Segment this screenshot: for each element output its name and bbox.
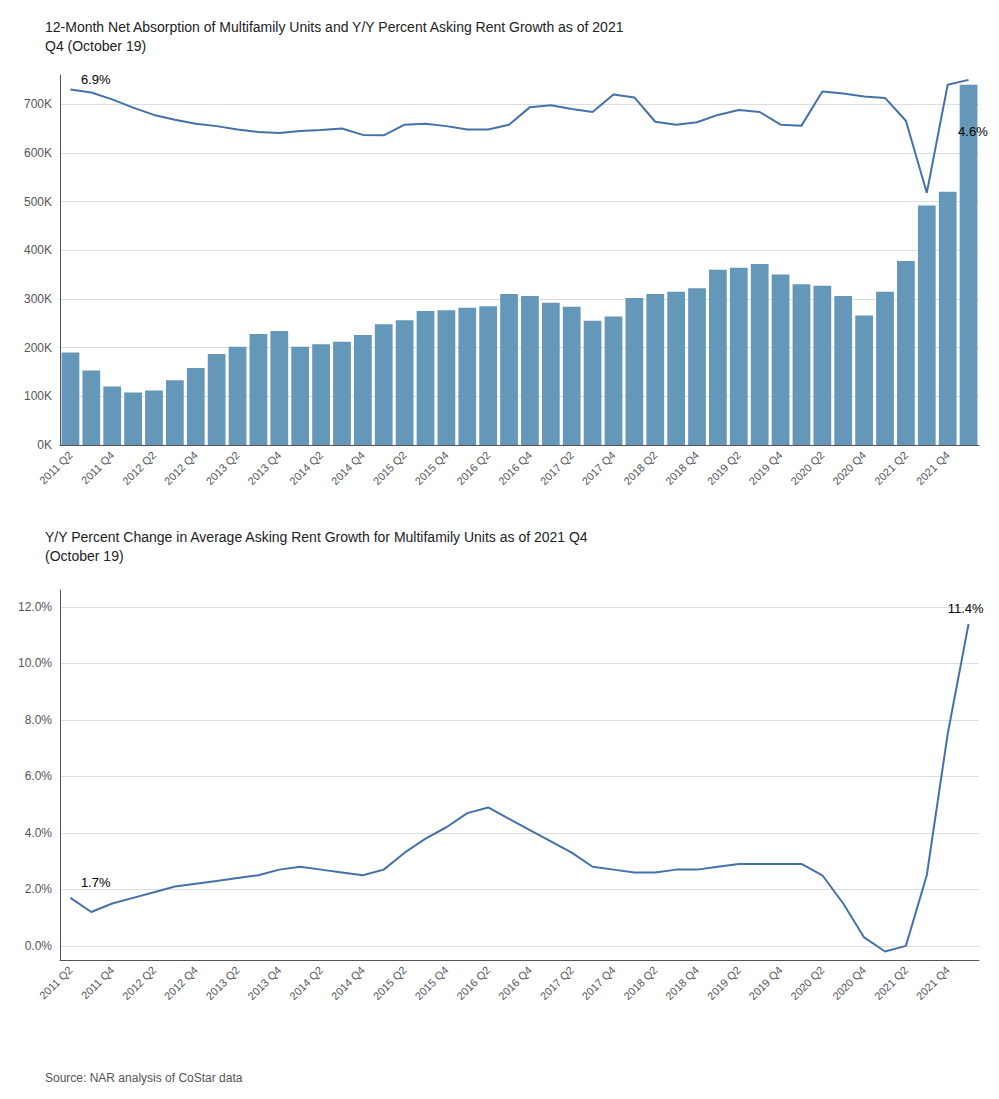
svg-text:2020 Q2: 2020 Q2 [788, 449, 826, 487]
svg-text:2015 Q2: 2015 Q2 [371, 449, 409, 487]
svg-text:2016 Q2: 2016 Q2 [454, 964, 492, 1002]
svg-text:2017 Q4: 2017 Q4 [579, 964, 617, 1002]
svg-text:2012 Q4: 2012 Q4 [162, 449, 200, 487]
svg-text:2015 Q2: 2015 Q2 [371, 964, 409, 1002]
svg-text:Source: NAR analysis of CoStar: Source: NAR analysis of CoStar data [45, 1071, 243, 1085]
svg-text:2018 Q4: 2018 Q4 [663, 964, 701, 1002]
svg-text:2011 Q4: 2011 Q4 [79, 449, 117, 487]
svg-text:2012 Q2: 2012 Q2 [120, 449, 158, 487]
svg-text:2018 Q2: 2018 Q2 [621, 964, 659, 1002]
svg-text:300K: 300K [24, 292, 52, 306]
svg-text:(October 19): (October 19) [45, 548, 124, 564]
svg-text:2012 Q2: 2012 Q2 [120, 964, 158, 1002]
svg-text:2021 Q2: 2021 Q2 [872, 964, 910, 1002]
svg-text:6.9%: 6.9% [81, 72, 111, 87]
svg-text:0.0%: 0.0% [25, 939, 53, 953]
svg-text:2011 Q4: 2011 Q4 [79, 964, 117, 1002]
svg-text:400K: 400K [24, 243, 52, 257]
svg-text:2017 Q2: 2017 Q2 [538, 449, 576, 487]
svg-text:2013 Q2: 2013 Q2 [203, 449, 241, 487]
svg-text:2016 Q4: 2016 Q4 [496, 449, 534, 487]
svg-text:2014 Q2: 2014 Q2 [287, 964, 325, 1002]
svg-text:2018 Q4: 2018 Q4 [663, 449, 701, 487]
svg-text:2014 Q4: 2014 Q4 [329, 964, 367, 1002]
svg-text:2014 Q2: 2014 Q2 [287, 449, 325, 487]
svg-text:10.0%: 10.0% [18, 656, 52, 670]
svg-text:2017 Q4: 2017 Q4 [579, 449, 617, 487]
svg-text:2013 Q2: 2013 Q2 [203, 964, 241, 1002]
svg-text:2011 Q2: 2011 Q2 [37, 964, 75, 1002]
svg-text:2020 Q4: 2020 Q4 [830, 449, 868, 487]
svg-text:0K: 0K [37, 438, 52, 452]
svg-text:2020 Q2: 2020 Q2 [788, 964, 826, 1002]
svg-text:2014 Q4: 2014 Q4 [329, 449, 367, 487]
svg-text:2021 Q2: 2021 Q2 [872, 449, 910, 487]
svg-text:12-Month Net Absorption of Mul: 12-Month Net Absorption of Multifamily U… [45, 19, 624, 35]
svg-text:2021 Q4: 2021 Q4 [914, 964, 952, 1002]
svg-text:8.0%: 8.0% [25, 713, 53, 727]
svg-text:2020 Q4: 2020 Q4 [830, 964, 868, 1002]
svg-text:2021 Q4: 2021 Q4 [914, 449, 952, 487]
svg-text:600K: 600K [24, 146, 52, 160]
svg-text:2019 Q2: 2019 Q2 [705, 964, 743, 1002]
svg-text:2015 Q4: 2015 Q4 [412, 964, 450, 1002]
svg-text:Y/Y Percent Change in Average: Y/Y Percent Change in Average Asking Ren… [45, 529, 588, 545]
svg-text:2.0%: 2.0% [25, 882, 53, 896]
svg-text:2019 Q4: 2019 Q4 [747, 964, 785, 1002]
svg-text:100K: 100K [24, 389, 52, 403]
svg-text:2013 Q4: 2013 Q4 [245, 964, 283, 1002]
svg-text:4.0%: 4.0% [25, 826, 53, 840]
svg-text:700K: 700K [24, 97, 52, 111]
svg-text:2012 Q4: 2012 Q4 [162, 964, 200, 1002]
svg-text:6.0%: 6.0% [25, 769, 53, 783]
svg-text:2018 Q2: 2018 Q2 [621, 449, 659, 487]
svg-text:200K: 200K [24, 341, 52, 355]
svg-text:4.6%: 4.6% [958, 124, 988, 139]
svg-text:11.4%: 11.4% [948, 601, 984, 616]
svg-text:2019 Q4: 2019 Q4 [747, 449, 785, 487]
svg-text:2017 Q2: 2017 Q2 [538, 964, 576, 1002]
svg-text:500K: 500K [24, 195, 52, 209]
svg-text:2016 Q4: 2016 Q4 [496, 964, 534, 1002]
svg-text:Q4 (October 19): Q4 (October 19) [45, 38, 146, 54]
svg-text:12.0%: 12.0% [18, 600, 52, 614]
svg-text:2011 Q2: 2011 Q2 [37, 449, 75, 487]
svg-text:2015 Q4: 2015 Q4 [412, 449, 450, 487]
svg-text:2013 Q4: 2013 Q4 [245, 449, 283, 487]
svg-text:2016 Q2: 2016 Q2 [454, 449, 492, 487]
svg-text:2019 Q2: 2019 Q2 [705, 449, 743, 487]
svg-text:1.7%: 1.7% [81, 875, 111, 890]
